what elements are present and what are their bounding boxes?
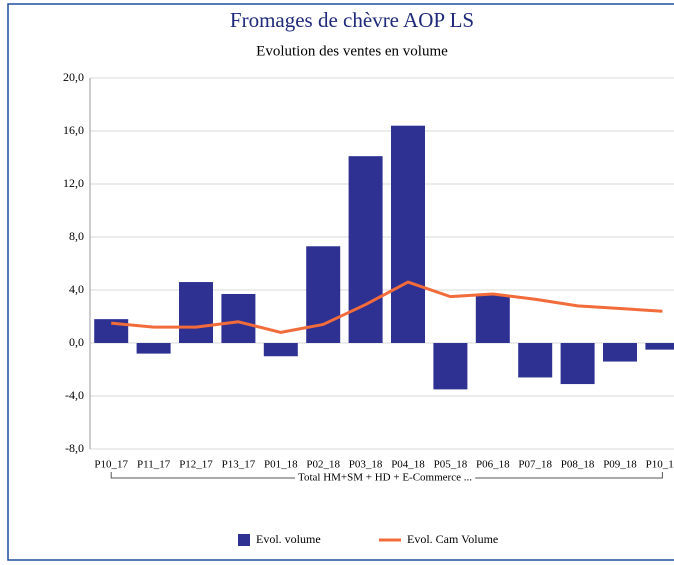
line <box>111 280 663 334</box>
x-tick-label: P06_18 <box>476 459 510 471</box>
bar <box>560 343 595 385</box>
bar <box>475 295 510 343</box>
x-tick-label: P07_18 <box>518 459 552 471</box>
x-tick-label: P05_18 <box>434 459 468 471</box>
chart-subtitle: Evolution des ventes en volume <box>256 43 448 59</box>
x-tick-label: P01_18 <box>264 459 298 471</box>
bar <box>348 156 383 343</box>
x-tick-label: P11_17 <box>137 459 171 471</box>
bar <box>645 343 674 350</box>
bar <box>306 246 341 343</box>
group-label-bg <box>295 471 476 484</box>
bar <box>136 343 171 354</box>
x-tick-label: P12_17 <box>179 459 213 471</box>
x-tick-label: P03_18 <box>349 459 383 471</box>
bar <box>603 343 637 362</box>
y-tick-label: -8,0 <box>65 441 84 455</box>
y-tick-label: 16,0 <box>63 123 84 137</box>
chart-title: Fromages de chèvre AOP LS <box>230 8 474 32</box>
x-tick-label: P10_17 <box>94 459 128 471</box>
y-tick-label: 20,0 <box>63 70 84 84</box>
x-tick-label: P09_18 <box>603 459 637 471</box>
bar <box>221 293 256 343</box>
x-tick-label: P13_17 <box>222 459 256 471</box>
y-tick-label: -4,0 <box>65 388 84 402</box>
bar <box>391 125 425 343</box>
y-tick-label: 4,0 <box>69 282 84 296</box>
x-tick-label: P08_18 <box>561 459 595 471</box>
y-tick-label: 12,0 <box>63 176 84 190</box>
legend-swatch <box>238 534 250 546</box>
bar <box>433 343 468 390</box>
x-tick-label: P04_18 <box>391 459 425 471</box>
y-tick-label: 8,0 <box>69 229 84 243</box>
x-tick-label: P02_18 <box>306 459 340 471</box>
bar <box>94 319 129 343</box>
bar <box>518 343 553 378</box>
bar <box>179 282 213 343</box>
x-tick-label: P10_18 <box>646 459 674 471</box>
legend-label: Evol. Cam Volume <box>407 532 498 546</box>
legend-label: Evol. volume <box>256 532 321 546</box>
chart-border <box>7 3 674 561</box>
bar <box>263 343 298 357</box>
y-tick-label: 0,0 <box>69 335 84 349</box>
group-label: Total HM+SM + HD + E-Commerce ... <box>298 472 472 484</box>
